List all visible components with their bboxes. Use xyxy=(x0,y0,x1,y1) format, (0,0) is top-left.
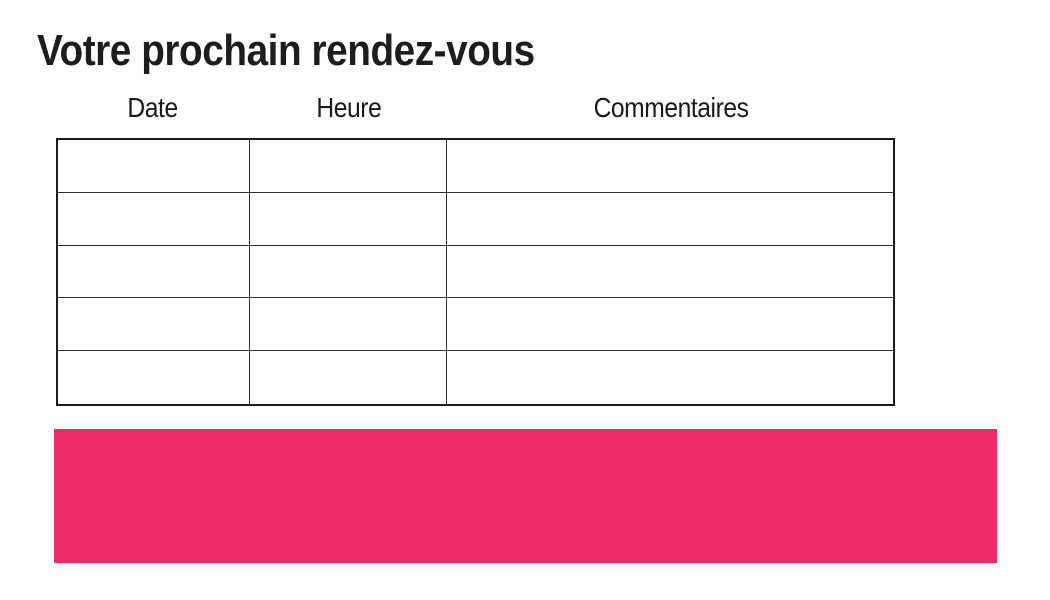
table-cell xyxy=(58,245,250,299)
table-header-row: Date Heure Commentaires xyxy=(56,92,895,124)
table-cell xyxy=(250,298,447,352)
table-cell xyxy=(58,192,250,246)
table-cell xyxy=(447,246,893,299)
column-header-date: Date xyxy=(56,92,250,124)
table-cell xyxy=(250,140,447,193)
appointments-table xyxy=(56,138,895,406)
table-cell xyxy=(58,351,250,404)
table-cell xyxy=(58,140,250,193)
highlight-banner xyxy=(54,429,997,563)
page-title: Votre prochain rendez-vous xyxy=(37,26,535,75)
table-cell xyxy=(250,245,447,299)
table-cell xyxy=(250,192,447,246)
table-cell xyxy=(250,351,447,404)
table-cell xyxy=(58,298,250,352)
column-header-heure: Heure xyxy=(250,92,447,124)
table-cell xyxy=(447,140,893,193)
table-cell xyxy=(447,351,893,404)
column-header-heure-label: Heure xyxy=(316,92,381,123)
table-cell xyxy=(447,298,893,352)
column-header-date-label: Date xyxy=(127,92,179,123)
column-header-commentaires-label: Commentaires xyxy=(593,92,749,123)
column-header-commentaires: Commentaires xyxy=(447,92,895,124)
table-cell xyxy=(447,193,893,246)
